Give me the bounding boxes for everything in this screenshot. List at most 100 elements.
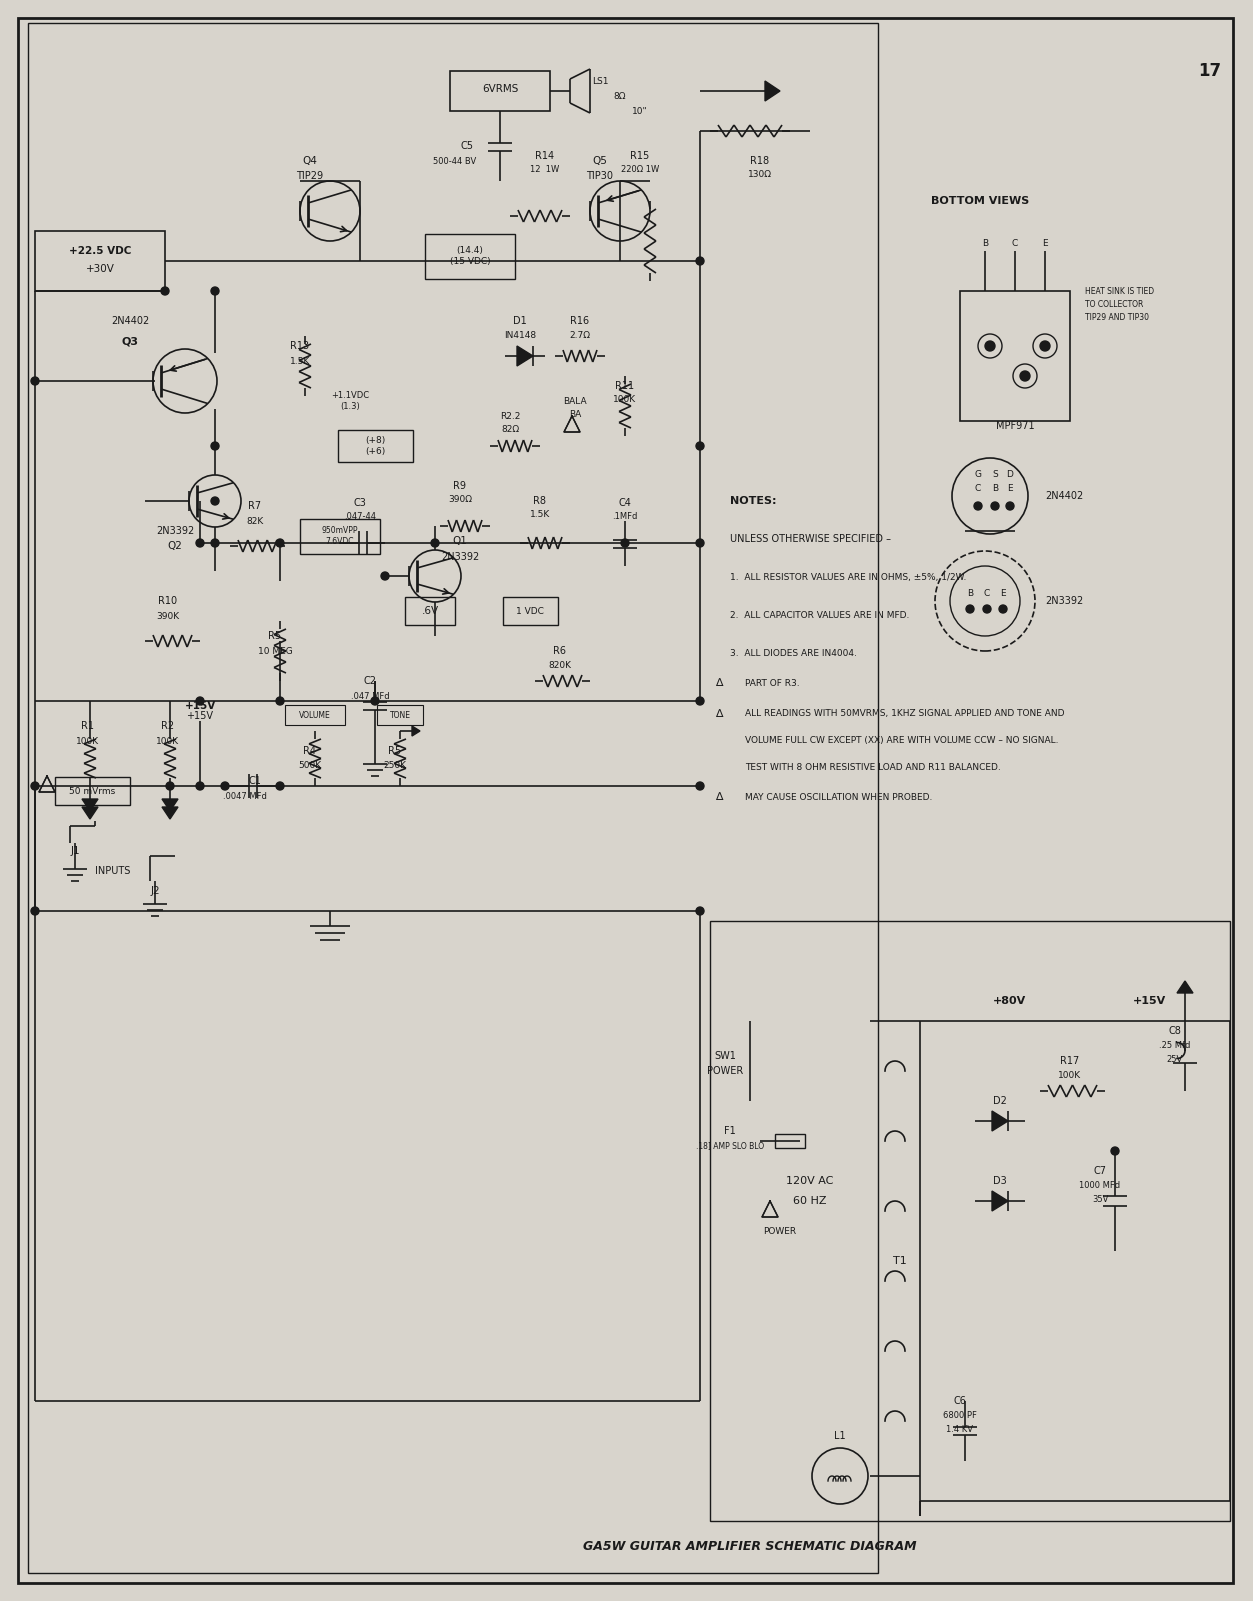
Text: TO COLLECTOR: TO COLLECTOR [1085,299,1144,309]
Circle shape [1020,371,1030,381]
Circle shape [195,781,204,789]
Text: B: B [967,589,974,597]
Circle shape [991,503,999,511]
Text: .047 MFd: .047 MFd [351,692,390,701]
Text: G: G [975,469,981,479]
Bar [35,231,165,291]
Text: C: C [975,484,981,493]
Circle shape [31,908,39,916]
Text: 1.  ALL RESISTOR VALUES ARE IN OHMS, ±5%, 1/2W.: 1. ALL RESISTOR VALUES ARE IN OHMS, ±5%,… [730,573,966,581]
Text: .047-44: .047-44 [345,511,376,520]
Text: R2.2: R2.2 [500,411,520,421]
Circle shape [695,540,704,548]
Text: 60 HZ: 60 HZ [793,1196,827,1206]
Text: 820K: 820K [549,661,571,669]
Text: R9: R9 [454,480,466,492]
Text: TEST WITH 8 OHM RESISTIVE LOAD AND R11 BALANCED.: TEST WITH 8 OHM RESISTIVE LOAD AND R11 B… [746,762,1001,772]
Text: R8: R8 [534,496,546,506]
Text: J2: J2 [150,885,160,897]
Text: C3: C3 [353,498,366,508]
Circle shape [999,605,1007,613]
Polygon shape [162,807,178,820]
Text: B: B [992,484,999,493]
Bar [425,234,515,279]
Text: C2: C2 [363,676,376,685]
Circle shape [221,781,229,789]
Text: 100K: 100K [614,394,637,403]
Text: C7: C7 [1094,1166,1106,1177]
Text: .25 Mfd: .25 Mfd [1159,1041,1190,1050]
Text: 82Ω: 82Ω [501,424,519,434]
Text: R13: R13 [291,341,309,351]
Text: 17: 17 [1198,62,1222,80]
Text: Q2: Q2 [168,541,183,551]
Text: D1: D1 [514,315,526,327]
Polygon shape [81,799,98,812]
Text: D3: D3 [994,1177,1007,1186]
Circle shape [966,605,974,613]
Bar [776,1134,804,1148]
Text: R5: R5 [388,746,401,756]
Text: TONE: TONE [390,711,411,719]
Text: 1000 MFd: 1000 MFd [1079,1180,1120,1190]
Text: 1.5K: 1.5K [530,509,550,519]
Text: 500K: 500K [298,760,322,770]
Circle shape [195,696,204,704]
Bar [54,776,129,805]
Text: MAY CAUSE OSCILLATION WHEN PROBED.: MAY CAUSE OSCILLATION WHEN PROBED. [746,792,932,802]
Text: C1: C1 [248,776,262,786]
Text: E: E [1007,484,1012,493]
Bar [960,291,1070,421]
Text: 10": 10" [633,107,648,115]
Circle shape [695,908,704,916]
Circle shape [695,781,704,789]
Circle shape [984,605,991,613]
Text: BALA: BALA [563,397,586,405]
Text: 82K: 82K [247,517,263,525]
Text: UNLESS OTHERWISE SPECIFIED –: UNLESS OTHERWISE SPECIFIED – [730,535,891,544]
Bar [28,22,878,1574]
Circle shape [211,287,219,295]
Text: +22.5 VDC: +22.5 VDC [69,247,132,256]
Circle shape [160,287,169,295]
Text: Q4: Q4 [302,155,317,167]
Circle shape [621,540,629,548]
Text: 100K: 100K [76,736,99,746]
Text: 100K: 100K [1059,1071,1081,1079]
Bar [377,704,424,725]
Text: .6V: .6V [421,607,439,616]
Text: 2N4402: 2N4402 [1045,492,1084,501]
Text: J1: J1 [70,845,80,857]
Text: SW1: SW1 [714,1050,736,1061]
Circle shape [276,781,284,789]
Text: 6800 PF: 6800 PF [944,1410,977,1420]
Bar [284,704,345,725]
Text: C5: C5 [461,141,474,150]
Text: 1.4 KV: 1.4 KV [946,1425,974,1433]
Text: PART OF R3.: PART OF R3. [746,679,799,688]
Circle shape [985,341,995,351]
Circle shape [1006,503,1014,511]
Text: MPF971: MPF971 [996,421,1034,431]
Text: 50 mVrms: 50 mVrms [69,786,115,796]
Circle shape [165,781,174,789]
Bar [502,597,558,624]
Circle shape [371,696,378,704]
Text: E: E [1042,239,1048,248]
Text: VOLUME FULL CW EXCEPT (XX) ARE WITH VOLUME CCW – NO SIGNAL.: VOLUME FULL CW EXCEPT (XX) ARE WITH VOLU… [746,736,1059,744]
Text: R2: R2 [162,720,174,732]
Text: R1: R1 [81,720,94,732]
Text: +30V: +30V [85,264,114,274]
Text: B: B [982,239,989,248]
Text: +15V: +15V [1134,996,1167,1005]
Text: ∆: ∆ [715,679,723,688]
Text: 3.  ALL DIODES ARE IN4004.: 3. ALL DIODES ARE IN4004. [730,648,857,658]
Bar [405,597,455,624]
Circle shape [431,540,439,548]
Text: 2N3392: 2N3392 [441,552,479,562]
Text: L1: L1 [834,1431,846,1441]
Text: HEAT SINK IS TIED: HEAT SINK IS TIED [1085,287,1154,296]
Text: 2.7Ω: 2.7Ω [570,330,590,339]
Text: ∆: ∆ [715,792,723,802]
Text: 1 VDC: 1 VDC [516,607,544,615]
